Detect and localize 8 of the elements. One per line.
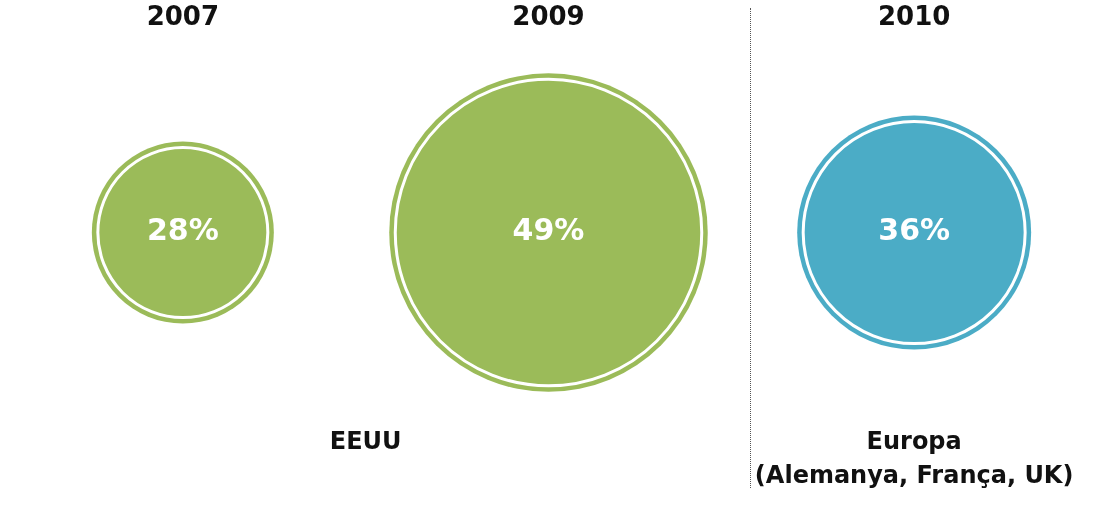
data-label: 28% — [146, 212, 219, 248]
category-label: 2007 — [146, 1, 220, 32]
category-label: 2010 — [877, 1, 951, 32]
category-label: 2009 — [512, 1, 585, 32]
text: Europa (Alemanya, França, UK) — [753, 426, 1075, 491]
data-label: 49% — [512, 212, 585, 248]
text: EEUU — [328, 426, 403, 457]
data-label: 36% — [878, 212, 951, 248]
